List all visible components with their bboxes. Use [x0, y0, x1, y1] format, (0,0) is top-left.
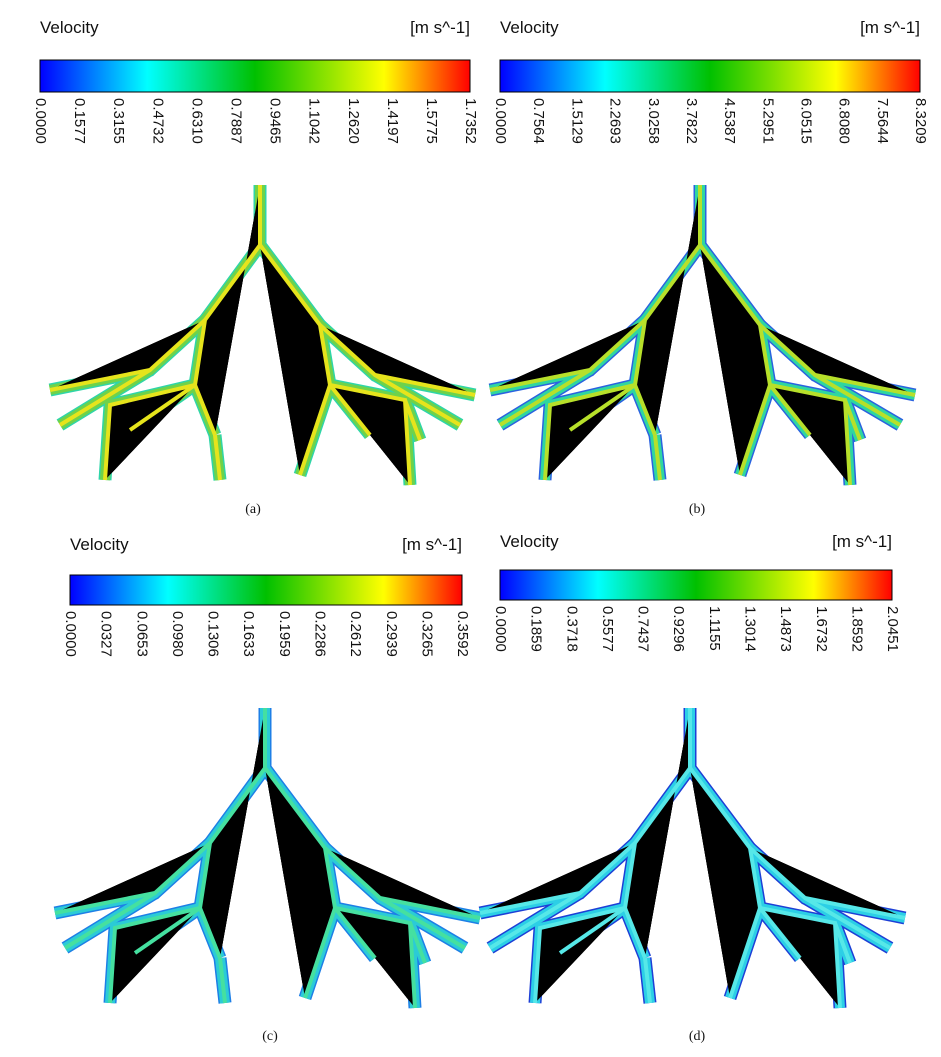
colorbar-tick-label: 0.1859: [528, 606, 545, 652]
legend-title: Velocity: [70, 535, 129, 554]
legend-units: [m s^-1]: [832, 532, 892, 551]
colorbar-tick-label: 1.1155: [706, 606, 723, 651]
colorbar-tick-label: 0.6310: [188, 98, 205, 144]
colorbar-tick-label: 5.2951: [759, 98, 776, 144]
colorbar-tick-label: 0.9465: [267, 98, 284, 144]
colorbar-tick-label: 0.9296: [670, 606, 687, 652]
colorbar-tick-label: 0.3265: [418, 611, 435, 657]
caption: (c): [262, 1029, 278, 1044]
colorbar-tick-label: 1.1042: [306, 98, 323, 144]
colorbar-tick-label: 0.0980: [169, 611, 186, 657]
colorbar-tick-label: 1.3014: [741, 606, 758, 652]
colorbar-tick-label: 0.1306: [205, 611, 222, 657]
colorbar-tick-label: 0.3592: [454, 611, 471, 657]
colorbar-tick-label: 1.5129: [568, 98, 585, 144]
colorbar-tick-label: 2.0451: [884, 606, 901, 652]
colorbar-tick-label: 0.5577: [599, 606, 616, 652]
colorbar-tick-label: 0.4732: [149, 98, 166, 144]
panel: Velocity [m s^-1] 0.0000 0.1577 0.3155 0.4732…: [32, 18, 479, 517]
colorbar-tick-label: 1.5775: [423, 98, 440, 144]
colorbar-tick-label: 1.4873: [777, 606, 794, 652]
colorbar-tick-label: 0.3718: [563, 606, 580, 652]
colorbar-tick-label: 0.0000: [492, 606, 509, 652]
panel: Velocity [m s^-1] 0.0000 0.1859 0.3718 0.5577…: [480, 532, 905, 1044]
colorbar-tick-label: 1.4197: [384, 98, 401, 144]
caption: (b): [689, 502, 706, 517]
colorbar-tick-label: 0.1577: [71, 98, 88, 144]
colorbar-tick-label: 2.2693: [607, 98, 624, 144]
colorbar-tick-label: 1.6732: [813, 606, 830, 652]
panel: Velocity [m s^-1] 0.0000 0.0327 0.0653 0.0980…: [55, 535, 480, 1044]
colorbar-tick-label: 8.3209: [912, 98, 929, 144]
colorbar-tick-label: 6.0515: [797, 98, 814, 144]
colorbar-tick-label: 4.5387: [721, 98, 738, 144]
colorbar-tick-label: 1.8592: [848, 606, 865, 652]
caption: (d): [689, 1029, 706, 1044]
colorbar-tick-label: 1.2620: [345, 98, 362, 144]
colorbar-tick-label: 0.0000: [492, 98, 509, 144]
colorbar-tick-label: 0.2939: [383, 611, 400, 657]
colorbar-tick-label: 0.7887: [227, 98, 244, 144]
airway-tree: [55, 708, 480, 1008]
colorbar-tick-label: 0.1633: [240, 611, 257, 657]
colorbar: [499, 569, 893, 601]
colorbar: [69, 574, 463, 606]
colorbar-tick-label: 7.5644: [874, 98, 891, 144]
colorbar-tick-label: 0.2286: [311, 611, 328, 657]
colorbar-tick-label: 0.0000: [32, 98, 49, 144]
legend-title: Velocity: [500, 18, 559, 37]
caption: (a): [245, 502, 261, 517]
airway-tree: [490, 185, 915, 485]
legend-units: [m s^-1]: [410, 18, 470, 37]
colorbar-tick-label: 6.8080: [836, 98, 853, 144]
colorbar: [499, 59, 921, 93]
airway-tree: [50, 185, 475, 485]
colorbar-tick-label: 3.0258: [645, 98, 662, 144]
airway-tree: [480, 708, 905, 1008]
panel: Velocity [m s^-1] 0.0000 0.7564 1.5129 2.2693…: [490, 18, 929, 517]
colorbar-tick-label: 0.7564: [530, 98, 547, 144]
colorbar: [39, 59, 471, 93]
colorbar-tick-label: 0.0000: [62, 611, 79, 657]
colorbar-tick-label: 1.7352: [462, 98, 479, 144]
colorbar-tick-label: 0.0327: [98, 611, 115, 657]
legend-units: [m s^-1]: [402, 535, 462, 554]
legend-units: [m s^-1]: [860, 18, 920, 37]
colorbar-tick-label: 0.0653: [133, 611, 150, 657]
colorbar-tick-label: 0.7437: [635, 606, 652, 652]
colorbar-tick-label: 3.7822: [683, 98, 700, 144]
colorbar-tick-label: 0.2612: [347, 611, 364, 657]
colorbar-tick-label: 0.3155: [110, 98, 127, 144]
legend-title: Velocity: [500, 532, 559, 551]
colorbar-tick-label: 0.1959: [276, 611, 293, 657]
legend-title: Velocity: [40, 18, 99, 37]
